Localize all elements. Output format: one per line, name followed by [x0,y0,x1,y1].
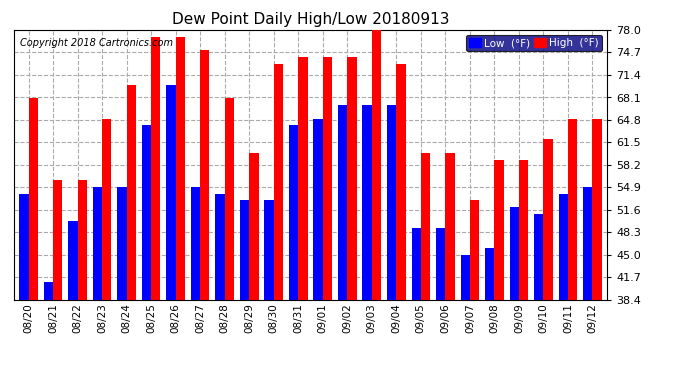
Title: Dew Point Daily High/Low 20180913: Dew Point Daily High/Low 20180913 [172,12,449,27]
Bar [362,105,372,300]
Bar [117,187,126,300]
Bar [68,221,77,300]
Bar [77,180,87,300]
Bar [200,51,210,300]
Bar [347,57,357,300]
Bar [176,37,185,300]
Bar [264,201,274,300]
Bar [470,201,479,300]
Bar [568,118,578,300]
Bar [215,194,225,300]
Bar [323,57,332,300]
Bar [372,30,381,300]
Bar [559,194,568,300]
Bar [142,126,151,300]
Bar [240,201,249,300]
Bar [387,105,396,300]
Bar [396,64,406,300]
Bar [485,248,495,300]
Bar [102,118,111,300]
Bar [338,105,347,300]
Bar [166,84,176,300]
Bar [411,228,421,300]
Bar [92,187,102,300]
Bar [495,159,504,300]
Bar [289,126,298,300]
Bar [519,159,529,300]
Bar [43,282,53,300]
Bar [274,64,283,300]
Bar [544,139,553,300]
Bar [28,98,38,300]
Bar [421,153,430,300]
Bar [151,37,161,300]
Bar [534,214,544,300]
Bar [249,153,259,300]
Bar [460,255,470,300]
Bar [313,118,323,300]
Bar [298,57,308,300]
Bar [583,187,593,300]
Bar [510,207,519,300]
Bar [445,153,455,300]
Bar [593,118,602,300]
Bar [191,187,200,300]
Text: Copyright 2018 Cartronics.com: Copyright 2018 Cartronics.com [20,38,172,48]
Bar [436,228,445,300]
Bar [19,194,28,300]
Legend: Low  (°F), High  (°F): Low (°F), High (°F) [466,35,602,51]
Bar [225,98,234,300]
Bar [126,84,136,300]
Bar [53,180,62,300]
